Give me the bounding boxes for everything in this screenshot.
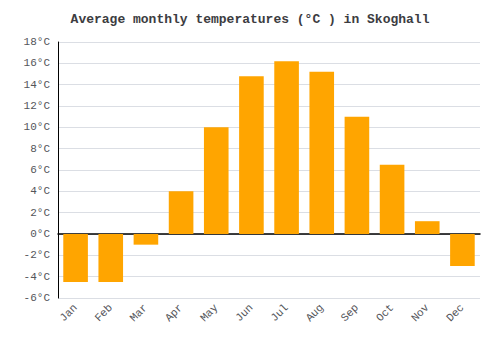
svg-text:14°C: 14°C (24, 79, 51, 91)
svg-text:Apr: Apr (163, 302, 185, 324)
svg-text:Jun: Jun (233, 302, 255, 324)
svg-text:May: May (198, 301, 221, 324)
svg-text:Feb: Feb (93, 302, 115, 324)
svg-text:0°C: 0°C (30, 228, 50, 240)
svg-text:16°C: 16°C (24, 57, 51, 69)
svg-text:8°C: 8°C (30, 143, 50, 155)
svg-text:-4°C: -4°C (24, 271, 51, 283)
svg-text:-6°C: -6°C (24, 292, 51, 304)
svg-text:Nov: Nov (409, 301, 432, 324)
svg-text:Dec: Dec (444, 302, 466, 324)
svg-text:12°C: 12°C (24, 100, 51, 112)
svg-text:6°C: 6°C (30, 164, 50, 176)
svg-text:Jan: Jan (57, 302, 79, 324)
svg-text:Mar: Mar (128, 302, 150, 324)
svg-text:Average monthly temperatures (: Average monthly temperatures (°C ) in Sk… (71, 12, 430, 27)
svg-text:Oct: Oct (374, 302, 396, 324)
svg-text:10°C: 10°C (24, 121, 51, 133)
svg-text:2°C: 2°C (30, 207, 50, 219)
svg-text:Sep: Sep (339, 302, 361, 324)
svg-text:Aug: Aug (304, 302, 326, 324)
svg-text:18°C: 18°C (24, 36, 51, 48)
svg-text:Jul: Jul (268, 302, 290, 324)
svg-text:-2°C: -2°C (24, 249, 51, 261)
svg-text:4°C: 4°C (30, 185, 50, 197)
